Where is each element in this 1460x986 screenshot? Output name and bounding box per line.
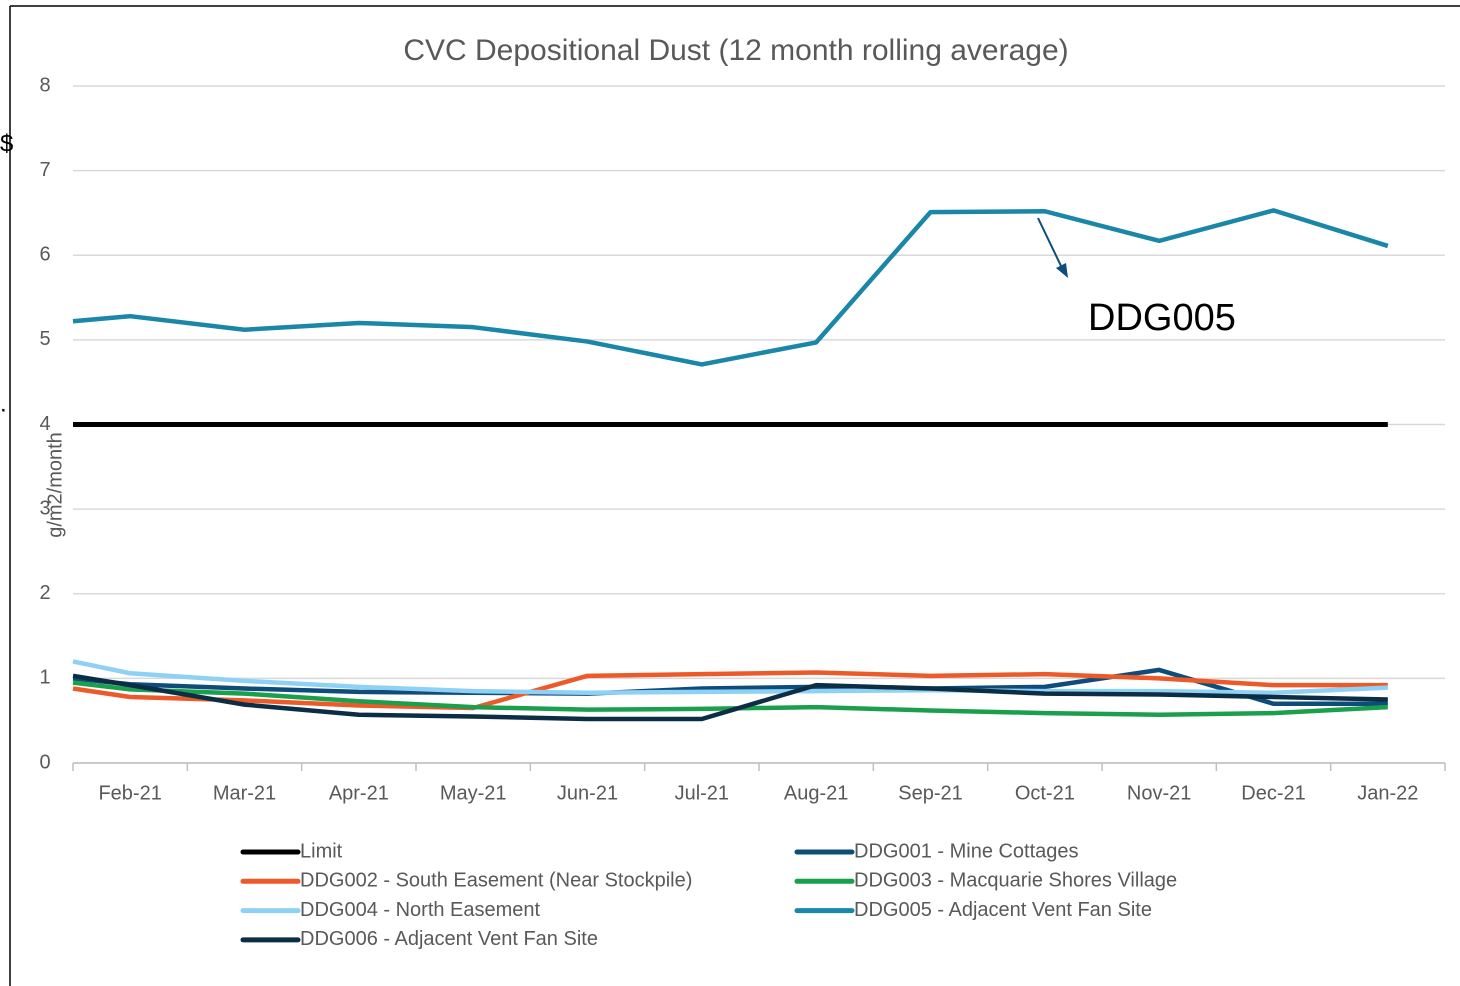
x-tick-label: Oct-21 <box>1015 782 1075 804</box>
y-tick-label: 7 <box>39 159 50 181</box>
annotation-arrowhead <box>1056 263 1068 278</box>
x-tick-label: Dec-21 <box>1241 782 1305 804</box>
series-line <box>72 670 1388 711</box>
legend-label: DDG001 - Mine Cottages <box>854 840 1079 862</box>
y-axis-label: g/m2/month <box>44 432 66 538</box>
x-tick-label: Jan-22 <box>1357 782 1418 804</box>
y-tick-label: 6 <box>39 244 50 266</box>
x-tick-label: Jun-21 <box>557 782 618 804</box>
x-tick-label: Mar-21 <box>213 782 276 804</box>
legend-label: DDG002 - South Easement (Near Stockpile) <box>300 870 692 892</box>
x-tick-label: Nov-21 <box>1127 782 1191 804</box>
y-tick-label: 8 <box>39 74 50 96</box>
x-tick-label: Sep-21 <box>898 782 963 804</box>
legend-label: DDG005 - Adjacent Vent Fan Site <box>854 899 1152 921</box>
annotation: DDG005 <box>1088 297 1236 339</box>
stray-mark: . <box>0 390 7 417</box>
series-line <box>72 680 1388 718</box>
series-line <box>72 667 1388 707</box>
y-tick-label: 2 <box>39 582 50 604</box>
y-tick-label: 4 <box>39 413 50 435</box>
series-line <box>72 208 1389 367</box>
annotation-arrow <box>1037 217 1063 269</box>
x-tick-label: May-21 <box>440 782 507 804</box>
chart-title: CVC Depositional Dust (12 month rolling … <box>403 34 1068 67</box>
series-line <box>72 659 1388 696</box>
series-line <box>72 673 1388 722</box>
legend-label: DDG003 - Macquarie Shores Village <box>854 870 1177 892</box>
y-tick-label: 3 <box>39 497 50 519</box>
y-tick-label: 1 <box>39 667 50 689</box>
x-tick-label: Apr-21 <box>329 782 389 804</box>
legend-label: DDG004 - North Easement <box>300 899 541 921</box>
x-tick-label: Jul-21 <box>675 782 729 804</box>
y-tick-label: 5 <box>39 328 50 350</box>
x-tick-label: Aug-21 <box>784 782 849 804</box>
legend-label: Limit <box>300 840 343 862</box>
y-tick-label: 0 <box>39 751 50 773</box>
legend-label: DDG006 - Adjacent Vent Fan Site <box>300 928 598 950</box>
stray-mark: $ <box>0 130 13 157</box>
x-tick-label: Feb-21 <box>98 782 161 804</box>
